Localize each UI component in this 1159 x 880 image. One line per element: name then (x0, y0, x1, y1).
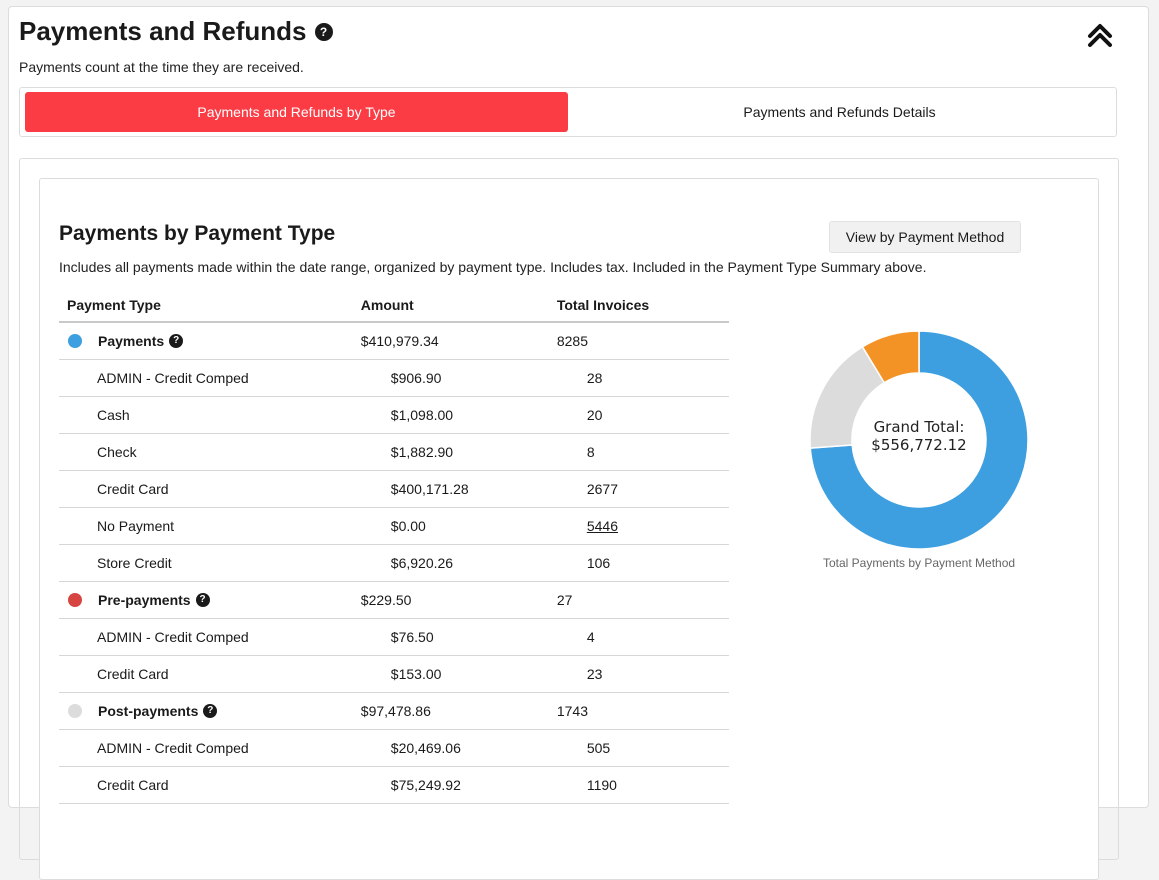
payment-type-table: Payment Type Amount Total Invoices Payme… (59, 289, 729, 804)
amount-cell: $20,469.06 (360, 729, 557, 767)
table-row: Cash $1,098.00 20 (59, 396, 729, 434)
payment-type-cell: Credit Card (59, 766, 361, 804)
page-title-text: Payments and Refunds (19, 16, 307, 46)
invoices-cell: 28 (556, 359, 729, 397)
legend-dot-post-payments (68, 704, 82, 718)
donut-chart-svg (809, 330, 1029, 550)
invoices-cell: 8 (556, 433, 729, 471)
chart-caption: Total Payments by Payment Method (822, 556, 1016, 570)
page-title: Payments and Refunds ? (19, 16, 333, 47)
payment-type-cell: Check (59, 433, 361, 471)
amount-cell: $75,249.92 (360, 766, 557, 804)
tab-bar: Payments and Refunds by Type Payments an… (19, 87, 1117, 137)
invoices-cell: 4 (556, 618, 729, 656)
grand-total-label: Grand Total: (873, 418, 965, 436)
payment-type-cell: ADMIN - Credit Comped (59, 729, 361, 767)
column-header-amount: Amount (360, 289, 557, 323)
amount-cell: $410,979.34 (360, 322, 557, 360)
help-icon[interactable]: ? (195, 593, 210, 607)
amount-cell: $400,171.28 (360, 470, 557, 508)
amount-cell: $0.00 (360, 507, 557, 545)
table-row: Credit Card $400,171.28 2677 (59, 470, 729, 508)
invoices-cell: 20 (556, 396, 729, 434)
amount-cell: $153.00 (360, 655, 557, 693)
invoices-cell: 27 (556, 581, 729, 619)
payment-type-cell: No Payment (59, 507, 361, 545)
double-chevron-up-icon (1088, 24, 1112, 47)
view-by-payment-method-button[interactable]: View by Payment Method (829, 221, 1021, 253)
table-row: ADMIN - Credit Comped $76.50 4 (59, 618, 729, 656)
payment-type-cell: ADMIN - Credit Comped (59, 618, 361, 656)
tab-by-type[interactable]: Payments and Refunds by Type (25, 92, 568, 132)
grand-total-value: $556,772.12 (871, 436, 967, 454)
payment-type-cell: Credit Card (59, 470, 361, 508)
collapse-button[interactable] (1082, 16, 1118, 52)
section-title: Payments by Payment Type (59, 222, 336, 245)
invoices-cell: 505 (556, 729, 729, 767)
table-row: ADMIN - Credit Comped $906.90 28 (59, 359, 729, 397)
invoices-cell: 1743 (556, 692, 729, 730)
legend-dot-pre-payments (68, 593, 82, 607)
group-label: Payments (98, 333, 165, 349)
amount-cell: $1,882.90 (360, 433, 557, 471)
invoices-cell: 106 (556, 544, 729, 582)
column-header-payment-type: Payment Type (59, 289, 361, 323)
amount-cell: $76.50 (360, 618, 557, 656)
payment-type-cell: Credit Card (59, 655, 361, 693)
table-row-group: Post-payments? $97,478.86 1743 (59, 692, 729, 730)
table-header-row: Payment Type Amount Total Invoices (59, 289, 729, 323)
donut-slice-other[interactable] (861, 330, 920, 384)
table-row-group: Pre-payments? $229.50 27 (59, 581, 729, 619)
help-icon[interactable]: ? (314, 22, 333, 41)
table-row: ADMIN - Credit Comped $20,469.06 505 (59, 729, 729, 767)
amount-cell: $6,920.26 (360, 544, 557, 582)
invoices-cell: 2677 (556, 470, 729, 508)
payment-type-cell: ADMIN - Credit Comped (59, 359, 361, 397)
invoices-cell: 1190 (556, 766, 729, 804)
help-icon[interactable]: ? (203, 704, 218, 718)
amount-cell: $229.50 (360, 581, 557, 619)
table-row-group: Payments? $410,979.34 8285 (59, 322, 729, 360)
group-label: Pre-payments (98, 592, 191, 608)
tab-details[interactable]: Payments and Refunds Details (743, 104, 936, 120)
donut-chart (809, 330, 1029, 550)
payment-type-cell: Cash (59, 396, 361, 434)
amount-cell: $1,098.00 (360, 396, 557, 434)
table-row: Store Credit $6,920.26 106 (59, 544, 729, 582)
group-label: Post-payments (98, 703, 199, 719)
table-row: Credit Card $153.00 23 (59, 655, 729, 693)
amount-cell: $906.90 (360, 359, 557, 397)
payment-type-cell: Store Credit (59, 544, 361, 582)
section-description: Includes all payments made within the da… (59, 259, 927, 275)
donut-slice-payments[interactable] (809, 330, 1029, 550)
page-subtitle: Payments count at the time they are rece… (19, 59, 304, 75)
legend-dot-payments (68, 334, 82, 348)
table-row: Credit Card $75,249.92 1190 (59, 766, 729, 804)
invoices-link[interactable]: 5446 (586, 518, 618, 534)
donut-center-label: Grand Total: $556,772.12 (809, 418, 1029, 454)
invoices-cell: 8285 (556, 322, 729, 360)
table-row: Check $1,882.90 8 (59, 433, 729, 471)
help-icon[interactable]: ? (169, 334, 184, 348)
table-row: No Payment $0.00 5446 (59, 507, 729, 545)
amount-cell: $97,478.86 (360, 692, 557, 730)
column-header-total-invoices: Total Invoices (556, 289, 729, 323)
invoices-cell: 23 (556, 655, 729, 693)
